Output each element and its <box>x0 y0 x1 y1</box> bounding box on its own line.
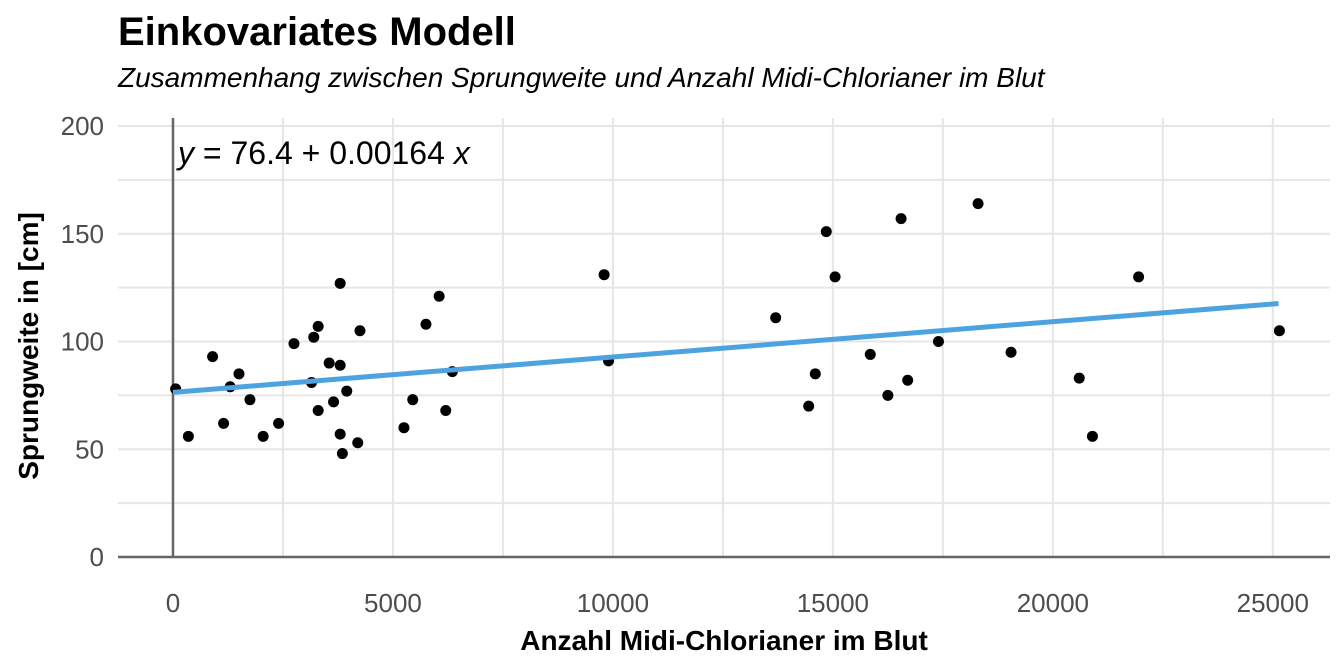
axes <box>118 118 1330 559</box>
data-point <box>288 338 300 350</box>
data-point <box>233 368 245 380</box>
x-tick-label: 5000 <box>364 588 422 618</box>
grid-lines <box>118 118 1330 557</box>
data-point <box>882 389 894 401</box>
data-point <box>308 331 320 343</box>
data-point <box>336 448 348 460</box>
y-tick-label: 0 <box>90 542 104 572</box>
data-point <box>312 320 324 332</box>
equation-rhs: = 76.4 + 0.00164 <box>194 135 454 171</box>
data-point <box>352 437 364 449</box>
data-point <box>257 430 269 442</box>
data-point <box>182 430 194 442</box>
data-point <box>273 417 285 429</box>
data-point <box>1086 430 1098 442</box>
x-tick-label: 20000 <box>1017 588 1089 618</box>
data-point <box>1073 372 1085 384</box>
data-point <box>1005 346 1017 358</box>
data-point <box>328 396 340 408</box>
data-point <box>398 422 410 434</box>
data-point <box>420 318 432 330</box>
data-point <box>407 394 419 406</box>
data-point <box>354 325 366 337</box>
data-point <box>244 394 256 406</box>
regression-equation: y = 76.4 + 0.00164 x <box>176 135 471 171</box>
data-point <box>829 271 841 283</box>
data-point <box>312 404 324 416</box>
data-point <box>809 368 821 380</box>
regression-line <box>172 301 1279 395</box>
x-tick-label: 10000 <box>577 588 649 618</box>
x-tick-label: 25000 <box>1237 588 1309 618</box>
data-point <box>864 348 876 360</box>
data-point <box>770 312 782 324</box>
equation-y: y <box>176 135 196 171</box>
data-point <box>972 198 984 210</box>
chart-subtitle: Zusammenhang zwischen Sprungweite und An… <box>118 62 1045 93</box>
x-tick-label: 15000 <box>797 588 869 618</box>
data-point <box>334 277 346 289</box>
data-point <box>207 351 219 363</box>
data-points <box>170 198 1285 460</box>
data-point <box>820 226 832 238</box>
data-point <box>895 213 907 225</box>
y-axis-title: Sprungweite in [cm] <box>13 212 44 480</box>
x-tick-labels: 0 5000 10000 15000 20000 25000 <box>166 588 1309 618</box>
data-point <box>598 269 610 281</box>
data-point <box>323 357 335 369</box>
data-point <box>902 374 914 386</box>
y-tick-label: 50 <box>75 434 104 464</box>
y-tick-label: 150 <box>61 219 104 249</box>
data-point <box>334 428 346 440</box>
regression-line-group <box>172 301 1279 395</box>
y-tick-labels: 0 50 100 150 200 <box>61 111 104 572</box>
data-point <box>341 385 353 397</box>
data-point <box>803 400 815 412</box>
equation-x: x <box>452 135 471 171</box>
data-point <box>334 359 346 371</box>
data-point <box>932 336 944 347</box>
x-axis-title: Anzahl Midi-Chlorianer im Blut <box>520 625 928 656</box>
x-tick-label: 0 <box>166 588 180 618</box>
y-tick-label: 200 <box>61 111 104 141</box>
data-point <box>433 290 445 302</box>
data-point <box>1273 325 1285 337</box>
data-point <box>218 417 230 429</box>
y-tick-label: 100 <box>61 327 104 357</box>
data-point <box>1133 271 1145 283</box>
chart-title: Einkovariates Modell <box>118 10 516 54</box>
data-point <box>440 404 452 416</box>
